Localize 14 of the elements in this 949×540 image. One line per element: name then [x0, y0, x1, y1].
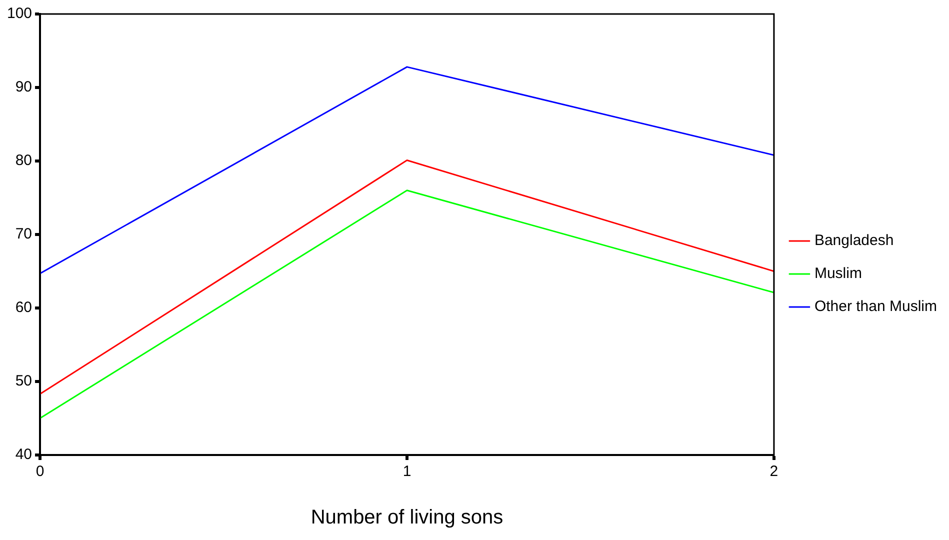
legend-label: Bangladesh: [814, 232, 894, 250]
legend-label: Other than Muslim: [814, 298, 938, 316]
y-tick-label: 70: [15, 226, 32, 243]
x-tick-label: 2: [770, 463, 778, 480]
y-tick-label: 40: [15, 446, 32, 464]
legend-label: Muslim: [814, 265, 862, 282]
y-tick-label: 90: [15, 78, 32, 96]
y-tick-label: 50: [15, 372, 32, 390]
x-tick-label: 0: [36, 463, 44, 480]
y-tick-label: 80: [15, 152, 32, 170]
y-tick-label: 100: [6, 5, 32, 22]
y-tick-label: 60: [15, 299, 32, 316]
x-axis-title: Number of living sons: [310, 506, 504, 529]
x-tick-label: 1: [402, 463, 412, 480]
